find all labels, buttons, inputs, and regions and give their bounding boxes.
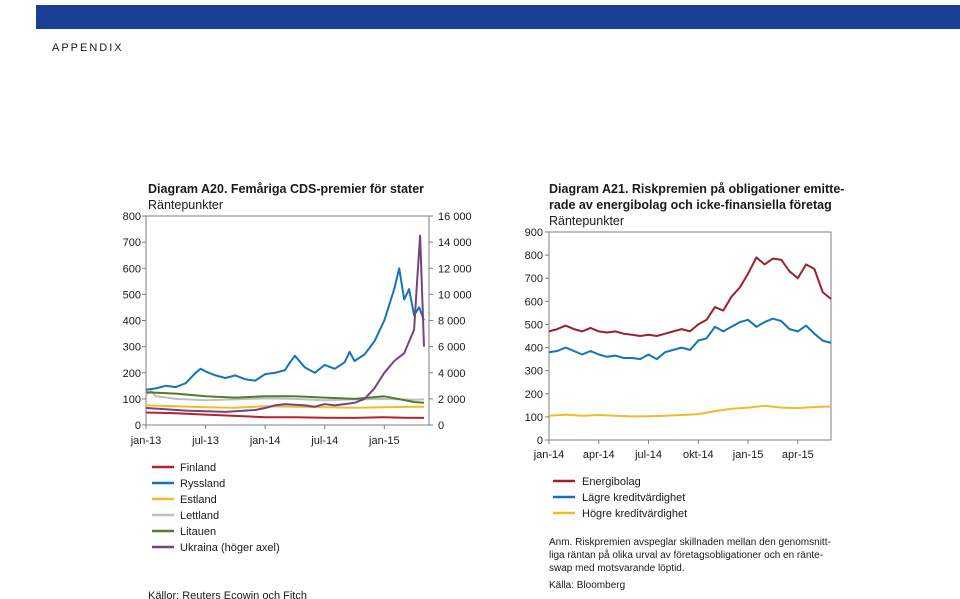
section-label: APPENDIX: [52, 42, 124, 54]
a20-x-tick-label: jan-13: [130, 435, 162, 447]
a20-subtitle: Räntepunkter: [148, 198, 223, 212]
a21-note-line1: Anm. Riskpremien avspeglar skillnaden me…: [549, 537, 831, 548]
a20-y-left-tick-label: 700: [123, 237, 141, 249]
a20-series-estland: [145, 404, 424, 409]
a21-title-line2: rade av energibolag och icke-finansiella…: [549, 198, 832, 212]
a20-x-tick-label: jan-14: [249, 435, 281, 447]
a20-y-left-tick-label: 400: [123, 316, 141, 328]
a20-y-left-tick-label: 0: [135, 420, 141, 432]
a21-y-tick-label: 700: [525, 273, 543, 285]
a21-plot-frame: [548, 231, 832, 441]
a21-y-tick-label: 100: [525, 412, 543, 424]
a21-x-tick-label: jan-15: [732, 449, 764, 461]
a20-series-litauen: [145, 391, 425, 404]
a20-series-finland: [145, 411, 425, 419]
a21-y-tick-label: 300: [525, 366, 543, 378]
a21-x-tick-label: apr-15: [782, 449, 814, 461]
a20-legend-label: Lettland: [180, 510, 219, 522]
a20-legend-label: Finland: [180, 462, 216, 474]
a21-series-energibolag: [548, 256, 832, 337]
chart-a21: Diagram A21. Riskpremien på obligationer…: [525, 182, 845, 591]
a20-x-ticks: jan-13 jul-13 jan-14 jul-14 jan-15: [130, 425, 400, 447]
a21-series-l-gre-kreditv-rdighet: [548, 317, 832, 361]
a20-x-tick-label: jan-15: [368, 435, 400, 447]
a21-y-tick-label: 200: [525, 389, 543, 401]
a21-y-ticks: 0 100 200 300 400 500 600 700 800 900: [525, 227, 549, 447]
a21-y-tick-label: 800: [525, 250, 543, 262]
a20-y-right-tick-label: 4 000: [438, 368, 466, 380]
a20-legend-label: Estland: [180, 494, 217, 506]
chart-a20: Diagram A20. Femåriga CDS-premier för st…: [123, 182, 472, 599]
a20-y-right-ticks: 0 2 000 4 000 6 000 8 000 10 000 12 000 14 000 1…: [429, 211, 472, 432]
a21-y-tick-label: 600: [525, 296, 543, 308]
a21-note-line2: liga räntan på olika urval av företagsob…: [549, 549, 823, 561]
a21-legend-label: Lägre kreditvärdighet: [582, 492, 685, 504]
a20-y-right-tick-label: 6 000: [438, 342, 466, 354]
a20-legend: Finland Ryssland Estland Lettland Litauen Ukr…: [152, 462, 280, 554]
a21-note-line3: swap med motsvarande löptid.: [549, 563, 685, 574]
a20-y-left-tick-label: 500: [123, 289, 141, 301]
a20-y-right-tick-label: 0: [438, 420, 444, 432]
a21-subtitle: Räntepunkter: [549, 214, 624, 228]
a20-legend-label: Litauen: [180, 526, 216, 538]
a20-y-right-tick-label: 14 000: [438, 237, 472, 249]
a20-y-left-ticks: 0 100 200 300 400 500 600 700 800: [123, 211, 146, 432]
a21-y-tick-label: 900: [525, 227, 543, 239]
a20-y-right-tick-label: 16 000: [438, 211, 472, 223]
a20-title: Diagram A20. Femåriga CDS-premier för st…: [148, 182, 424, 196]
a20-y-right-tick-label: 8 000: [438, 316, 466, 328]
a20-series-lettland: [145, 390, 425, 402]
a21-x-tick-label: jan-14: [533, 449, 565, 461]
a20-series-ryssland: [145, 267, 425, 391]
a20-y-right-tick-label: 2 000: [438, 394, 466, 406]
a20-y-right-tick-label: 10 000: [438, 289, 472, 301]
a21-legend-label: Energibolag: [582, 476, 641, 488]
a20-x-tick-label: jul-13: [191, 435, 219, 447]
a20-x-tick-label: jul-14: [310, 435, 338, 447]
a21-legend: Energibolag Lägre kreditvärdighet Högre kr…: [553, 476, 687, 520]
a20-y-left-tick-label: 300: [123, 342, 141, 354]
a20-y-right-tick-label: 12 000: [438, 263, 472, 275]
a20-series-lines: [145, 234, 425, 419]
a20-y-left-tick-label: 600: [123, 263, 141, 275]
a20-legend-label: Ryssland: [180, 478, 225, 490]
a21-x-tick-label: jul-14: [634, 449, 662, 461]
a21-y-tick-label: 400: [525, 343, 543, 355]
a21-x-tick-label: okt-14: [683, 449, 714, 461]
a20-series-ukraina-h-ger-axel: [145, 234, 425, 413]
a21-x-ticks: jan-14 apr-14 jul-14 okt-14 jan-15 apr-15: [533, 440, 814, 461]
a20-y-left-tick-label: 800: [123, 211, 141, 223]
a21-y-tick-label: 500: [525, 319, 543, 331]
a21-y-tick-label: 0: [537, 435, 543, 447]
a20-plot-frame: [145, 215, 430, 426]
a21-series-lines: [548, 256, 832, 418]
a20-y-left-tick-label: 200: [123, 368, 141, 380]
header-bar-cutout: [0, 5, 36, 29]
a21-legend-label: Högre kreditvärdighet: [582, 508, 687, 520]
a21-series-h-gre-kreditv-rdighet: [548, 404, 832, 418]
a21-title-line1: Diagram A21. Riskpremien på obligationer…: [549, 182, 844, 196]
a20-source: Källor: Reuters Ecowin och Fitch: [148, 590, 307, 599]
a20-y-left-tick-label: 100: [123, 394, 141, 406]
a20-legend-label: Ukraina (höger axel): [180, 542, 280, 554]
header-bar: [0, 5, 960, 29]
a21-source: Källa: Bloomberg: [549, 580, 625, 591]
a21-x-tick-label: apr-14: [583, 449, 615, 461]
